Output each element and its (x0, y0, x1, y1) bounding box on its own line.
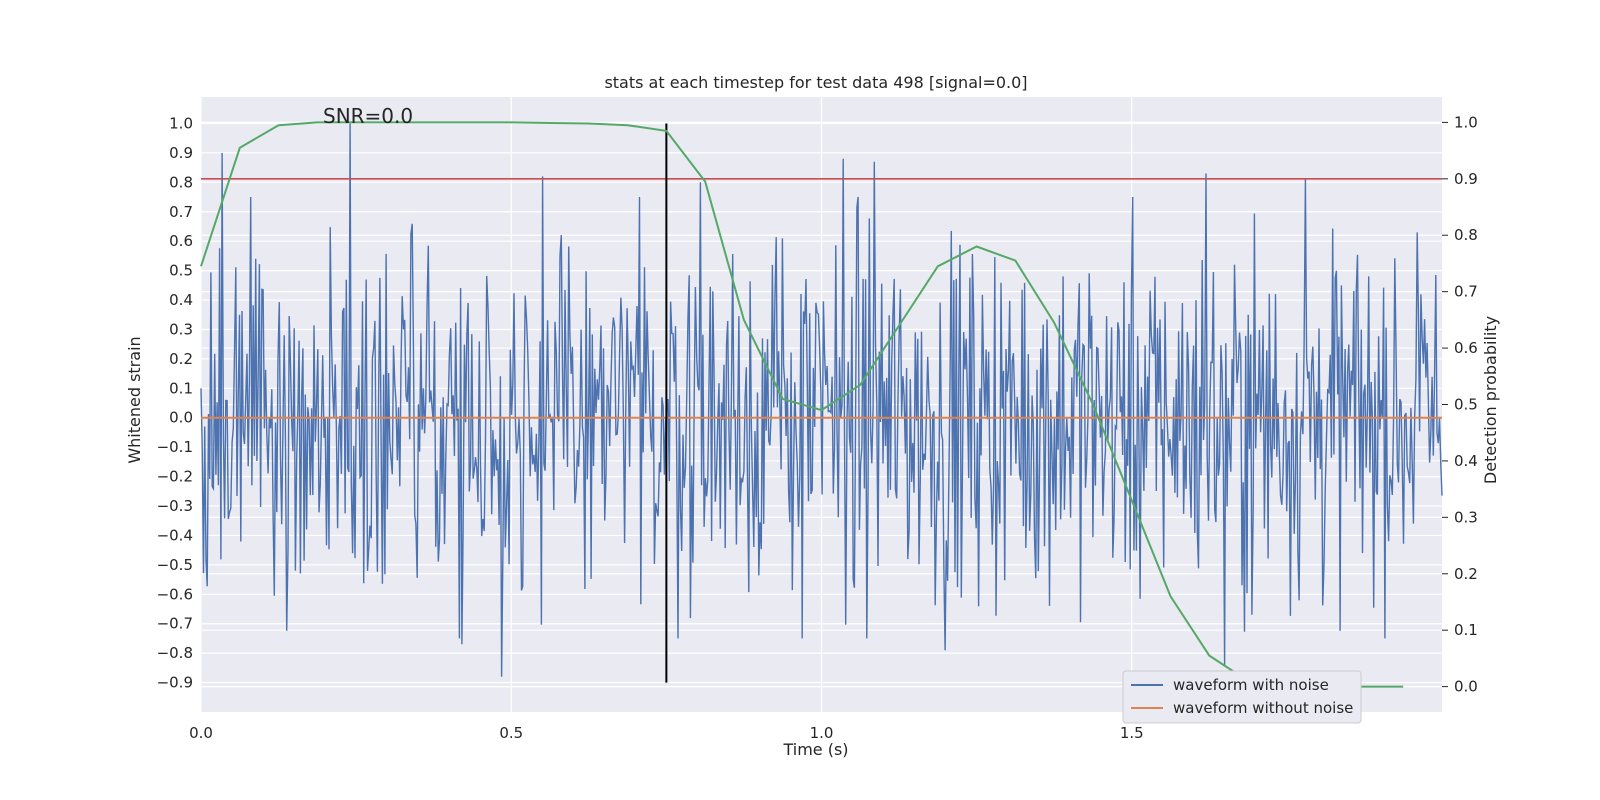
y-axis-label: Whitened strain (125, 336, 144, 463)
y-tick-label: 0.5 (169, 262, 193, 280)
y2-tick-label: 0.5 (1454, 396, 1478, 414)
y-tick-label: 0.6 (169, 232, 193, 250)
y-tick-label: −0.3 (157, 497, 193, 515)
y-tick-label: 0.0 (169, 409, 193, 427)
y2-tick-label: 0.2 (1454, 565, 1478, 583)
legend-box (1122, 670, 1362, 724)
y-tick-label: −0.5 (157, 556, 193, 574)
y2-axis-label: Detection probability (1481, 316, 1500, 484)
y-tick-label: 0.9 (169, 144, 193, 162)
tick-labels: 1.0 0.9 0.8 0.7 0.6 0.5 0.4 0.3 0.2 0.1 0.0 −0.1 −0.… (157, 113, 1478, 742)
y2-tick-label: 0.9 (1454, 170, 1478, 188)
y-tick-label: −0.2 (157, 468, 193, 486)
legend: waveform with noise waveform without noi… (1122, 670, 1362, 724)
x-tick-label: 1.5 (1120, 724, 1144, 742)
y2-tick-label: 1.0 (1454, 113, 1478, 131)
y-tick-label: −0.9 (157, 674, 193, 692)
y2-tick-label: 0.0 (1454, 678, 1478, 696)
y-tick-label: 1.0 (169, 114, 193, 132)
y-tick-label: −0.7 (157, 615, 193, 633)
y-tick-label: 0.2 (169, 350, 193, 368)
legend-label-waveform-without-noise: waveform without noise (1173, 699, 1353, 717)
y-tick-label: −0.4 (157, 526, 193, 544)
y-tick-label: 0.8 (169, 173, 193, 191)
y-tick-label: 0.4 (169, 291, 193, 309)
x-axis-label: Time (s) (782, 740, 848, 759)
series-waveform-with-noise (200, 123, 1443, 677)
y2-tick-label: 0.8 (1454, 226, 1478, 244)
y2-tick-label: 0.4 (1454, 452, 1478, 470)
x-tick-label: 0.5 (499, 724, 523, 742)
y2-tick-label: 0.6 (1454, 339, 1478, 357)
y2-tick-label: 0.7 (1454, 283, 1478, 301)
y2-tick-label: 0.1 (1454, 621, 1478, 639)
snr-annotation: SNR=0.0 (323, 104, 413, 128)
chart-title: stats at each timestep for test data 498… (604, 73, 1027, 92)
x-tick-label: 0.0 (189, 724, 213, 742)
y2-tick-label: 0.3 (1454, 508, 1478, 526)
legend-label-waveform-with-noise: waveform with noise (1173, 676, 1329, 694)
y-tick-label: −0.6 (157, 585, 193, 603)
series-layer (200, 121, 1443, 688)
x-tick-label: 1.0 (810, 724, 834, 742)
y-tick-label: 0.1 (169, 379, 193, 397)
y-tick-label: 0.3 (169, 320, 193, 338)
y-tick-label: −0.8 (157, 644, 193, 662)
y-tick-label: −0.1 (157, 438, 193, 456)
y-tick-label: 0.7 (169, 203, 193, 221)
series-detection-probability (200, 121, 1404, 688)
